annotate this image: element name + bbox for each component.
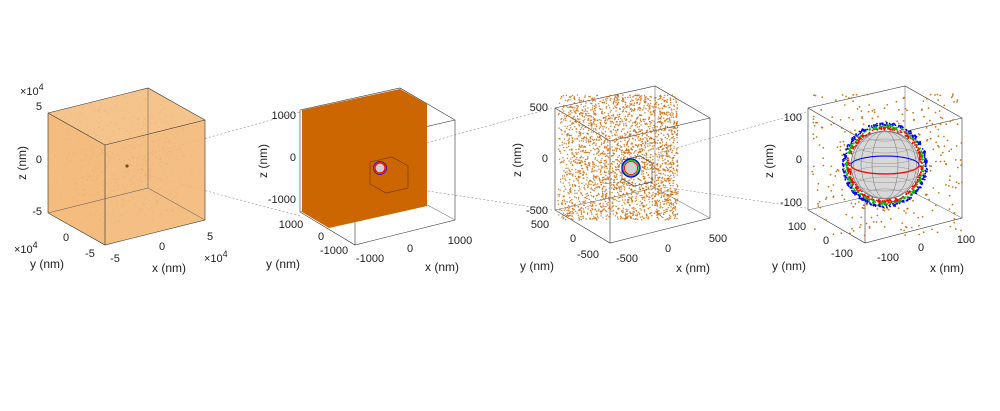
panel-c-x-label: x (nm) xyxy=(676,261,710,275)
panel-d-y-label: y (nm) xyxy=(772,259,806,273)
panel-d-z-label: z (nm) xyxy=(762,144,776,178)
panel-b-z-tick-mid: 0 xyxy=(290,152,296,164)
panel-b-z-tick-bottom: -1000 xyxy=(268,194,296,206)
panel-c-y-tick-2: -500 xyxy=(577,249,599,261)
panel-d-y-tick-0: 100 xyxy=(788,221,806,233)
panel-b-x-tick-2: 1000 xyxy=(448,235,472,247)
panel-b-x-tick-0: -1000 xyxy=(356,253,384,265)
panel-c-zoom-box xyxy=(621,155,653,187)
panel-d-z-tick-top: 100 xyxy=(784,112,802,124)
panel-b-y-tick-2: -1000 xyxy=(320,245,348,257)
panel-a-y-tick-1: -5 xyxy=(85,248,95,260)
panel-c-shell-blue xyxy=(621,158,641,178)
panel-a-x-tick-2: 5 xyxy=(207,231,213,243)
panel-a-box-edges xyxy=(47,87,206,246)
panel-a-z-multiplier: ×104 xyxy=(20,82,44,98)
panel-d-z-tick-bottom: -100 xyxy=(780,197,802,209)
panel-d-mesh-sphere xyxy=(850,130,920,200)
panel-b-z-tick-top: 1000 xyxy=(272,110,296,122)
panel-a-front-face xyxy=(48,113,105,245)
panel-c-y-tick-0: 500 xyxy=(531,219,549,231)
panel-c-y-tick-1: 0 xyxy=(570,233,576,245)
panel-c-box-edges xyxy=(554,85,711,244)
panel-b-target-shell xyxy=(373,161,387,175)
panel-a-z-label: z (nm) xyxy=(15,146,29,180)
connector-b-c-bottom xyxy=(407,187,553,211)
panel-a-y-multiplier: ×104 xyxy=(14,240,38,256)
panel-c-z-label: z (nm) xyxy=(510,143,524,177)
panel-b-y-label: y (nm) xyxy=(266,257,300,271)
connector-c-d-top xyxy=(649,111,807,156)
panel-a-y-label: y (nm) xyxy=(30,257,64,271)
panel-a-x-label: x (nm) xyxy=(152,261,186,275)
panel-c-z-tick-mid: 0 xyxy=(542,153,548,165)
panel-b-x-label: x (nm) xyxy=(425,260,459,274)
panel-a-x-multiplier: ×104 xyxy=(204,249,228,265)
panel-b-point-cloud xyxy=(302,99,425,219)
panel-a-z-tick-top: 5 xyxy=(36,101,42,113)
panel-d-z-tick-mid: 0 xyxy=(796,154,802,166)
panel-d-x-tick-1: 0 xyxy=(918,242,924,254)
panel-b-dense-cloud xyxy=(302,89,427,228)
panel-d-y-tick-2: -100 xyxy=(831,248,853,260)
panel-c-point-cloud xyxy=(557,94,679,221)
panel-d-y-tick-1: 0 xyxy=(823,235,829,247)
panel-c-x-tick-0: -500 xyxy=(616,253,638,265)
panel-b-y-tick-1: 0 xyxy=(318,231,324,243)
panel-a-z-tick-bottom: -5 xyxy=(32,206,42,218)
panel-b-z-label: z (nm) xyxy=(256,144,270,178)
connector-b-c-top xyxy=(407,107,553,149)
panel-c-y-label: y (nm) xyxy=(520,259,554,273)
panel-a-side-face xyxy=(105,120,205,245)
panel-a-point-cloud xyxy=(52,92,201,243)
panel-d-equator-red xyxy=(850,164,920,175)
panel-d-shell-points xyxy=(841,121,929,209)
panel-c: 500 0 -500 z (nm) 500 0 -500 y (nm) -500… xyxy=(510,85,727,275)
zoom-connectors xyxy=(127,107,807,217)
panel-c-z-tick-bottom: -500 xyxy=(526,205,548,217)
panel-d-x-tick-2: 100 xyxy=(957,234,975,246)
panel-d-equator-blue xyxy=(850,155,920,166)
panel-c-x-tick-2: 500 xyxy=(709,233,727,245)
panel-a-x-tick-1: 0 xyxy=(159,241,165,253)
panel-a-y-tick-0: 0 xyxy=(63,232,69,244)
panel-a: 5 0 -5 ×104 z (nm) 0 -5 ×104 y (nm) -5 0… xyxy=(14,82,228,275)
panel-c-target-sphere xyxy=(623,160,639,176)
panel-d-x-label: x (nm) xyxy=(930,261,964,275)
panel-a-z-tick-mid: 0 xyxy=(36,154,42,166)
panel-b-target-sphere xyxy=(374,162,386,174)
panel-b-y-tick-0: 1000 xyxy=(279,219,303,231)
panel-c-shell-green xyxy=(622,159,640,177)
panel-a-x-tick-0: -5 xyxy=(110,253,120,265)
panel-d-x-tick-0: -100 xyxy=(877,252,899,264)
panel-b: 1000 0 -1000 z (nm) 1000 0 -1000 y (nm) … xyxy=(256,87,472,274)
panel-d: 100 0 -100 z (nm) 100 0 -100 y (nm) -100… xyxy=(762,85,975,275)
panel-c-z-tick-top: 500 xyxy=(530,102,548,114)
panel-a-zoom-marker xyxy=(125,164,129,168)
panel-a-top-face xyxy=(48,88,205,145)
panel-b-x-tick-1: 0 xyxy=(407,243,413,255)
panel-b-zoom-box xyxy=(369,156,409,194)
panel-c-x-tick-1: 0 xyxy=(665,243,671,255)
panel-d-point-cloud xyxy=(811,93,963,237)
